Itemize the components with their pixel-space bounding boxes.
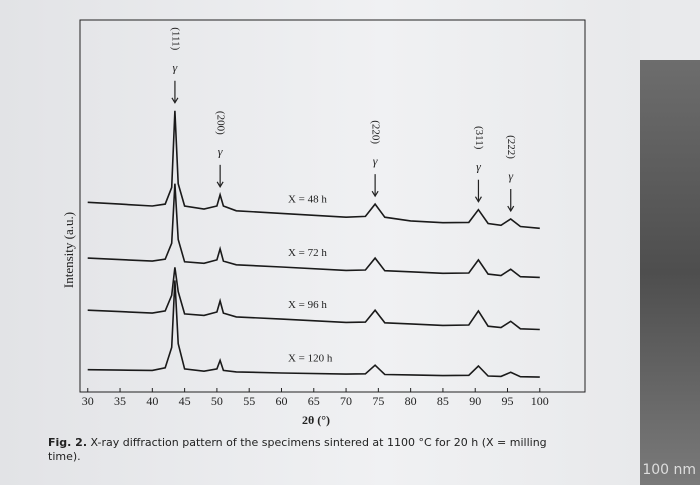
series-line [87, 110, 540, 230]
arrow-head [474, 196, 482, 203]
series-label: X = 120 h [288, 353, 333, 365]
caption: Fig. 2. X-ray diffraction pattern of the… [48, 436, 568, 464]
dark-region [640, 60, 700, 485]
arrow-head [371, 190, 379, 198]
annotation-symbol: γ [508, 169, 513, 183]
series-line [87, 280, 540, 378]
x-tick-label: 45 [179, 394, 191, 408]
arrow-head [171, 97, 179, 104]
annotation-label: (222) [505, 135, 517, 159]
x-axis-label: 2θ (°) [302, 413, 330, 427]
plot-frame [79, 19, 586, 393]
caption-text: X-ray diffraction pattern of the specime… [48, 436, 547, 463]
x-tick-label: 100 [531, 394, 549, 408]
scale-bar-label: 100 nm [642, 462, 696, 478]
series-line [87, 267, 540, 331]
annotation-label: (111) [169, 27, 181, 50]
series-label: X = 48 h [288, 193, 327, 205]
annotation-label: (200) [215, 111, 227, 135]
x-tick-label: 75 [372, 394, 384, 408]
paper [0, 0, 640, 485]
x-tick-label: 70 [340, 394, 352, 408]
x-tick-label: 85 [437, 394, 449, 408]
x-tick-label: 35 [114, 394, 126, 408]
annotation-label: (220) [370, 120, 382, 144]
x-tick-label: 55 [243, 394, 255, 408]
x-tick-label: 40 [146, 394, 158, 408]
caption-label: Fig. 2. [48, 436, 87, 449]
x-tick-label: 60 [275, 394, 287, 408]
series-line [87, 183, 540, 279]
x-tick-label: 65 [308, 394, 320, 408]
series-label: X = 72 h [288, 247, 327, 259]
x-tick-label: 30 [82, 394, 94, 408]
annotation-symbol: γ [218, 145, 223, 159]
series-label: X = 96 h [288, 299, 327, 311]
annotation-symbol: γ [476, 159, 481, 173]
x-tick-label: 80 [405, 394, 417, 408]
x-tick-label: 90 [469, 394, 481, 408]
y-axis-label: Intensity (a.u.) [61, 212, 76, 288]
annotation-symbol: γ [373, 154, 378, 168]
annotation-label: (311) [473, 126, 485, 150]
arrow-head [507, 205, 515, 213]
x-tick-label: 95 [502, 394, 514, 408]
annotation-symbol: γ [173, 61, 178, 75]
arrow-head [216, 181, 224, 189]
x-tick-label: 50 [211, 394, 223, 408]
